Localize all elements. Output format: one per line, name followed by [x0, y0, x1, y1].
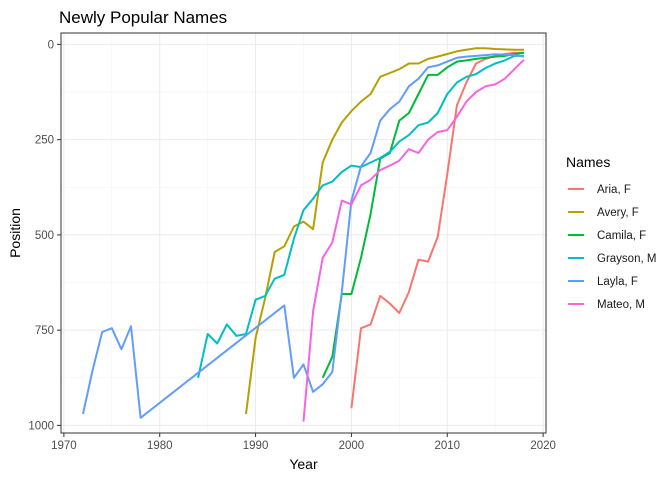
legend-item: Camila, F: [568, 230, 646, 242]
legend-label: Aria, F: [597, 184, 631, 196]
y-tick-label: 750: [35, 325, 54, 337]
y-tick-label: 1000: [28, 420, 54, 432]
legend-label: Layla, F: [597, 276, 638, 288]
legend-title: Names: [566, 154, 610, 170]
series-line-aria-f: [350, 51, 524, 409]
legend-label: Avery, F: [597, 207, 639, 219]
legend-item: Layla, F: [568, 276, 638, 288]
legend-label: Camila, F: [597, 230, 646, 242]
x-tick-label: 1970: [51, 440, 77, 452]
series-lines: [82, 47, 525, 422]
gridlines: [61, 33, 546, 433]
legend: Names Aria, F Avery, F Camila, F Grayson, M…: [566, 154, 656, 311]
x-tick-label: 2000: [339, 440, 365, 452]
x-tick-label: 1990: [243, 440, 269, 452]
y-tick-label: 250: [35, 135, 54, 147]
x-tick-label: 2020: [530, 440, 556, 452]
series-line-mateo-m: [302, 58, 525, 422]
y-tick-label: 0: [48, 39, 54, 51]
axes: 1970 1980 1990 2000 2010 2020 0 250 500 750 1000: [28, 39, 556, 452]
legend-item: Grayson, M: [568, 253, 656, 265]
legend-label: Grayson, M: [597, 253, 656, 265]
legend-item: Mateo, M: [568, 299, 645, 311]
series-line-layla-f: [82, 53, 525, 419]
x-axis-title: Year: [289, 456, 318, 472]
legend-item: Aria, F: [568, 184, 631, 196]
legend-label: Mateo, M: [597, 299, 645, 311]
legend-item: Avery, F: [568, 207, 639, 219]
x-tick-label: 1980: [147, 440, 173, 452]
chart-title: Newly Popular Names: [59, 8, 227, 27]
y-axis-title: Position: [7, 208, 23, 258]
series-line-avery-f: [245, 47, 524, 415]
plot-panel-border: [60, 32, 547, 434]
x-tick-label: 2010: [434, 440, 460, 452]
legend-items: Aria, F Avery, F Camila, F Grayson, M Layla,…: [568, 184, 656, 311]
y-tick-label: 500: [35, 230, 54, 242]
series-line-camila-f: [321, 51, 525, 379]
